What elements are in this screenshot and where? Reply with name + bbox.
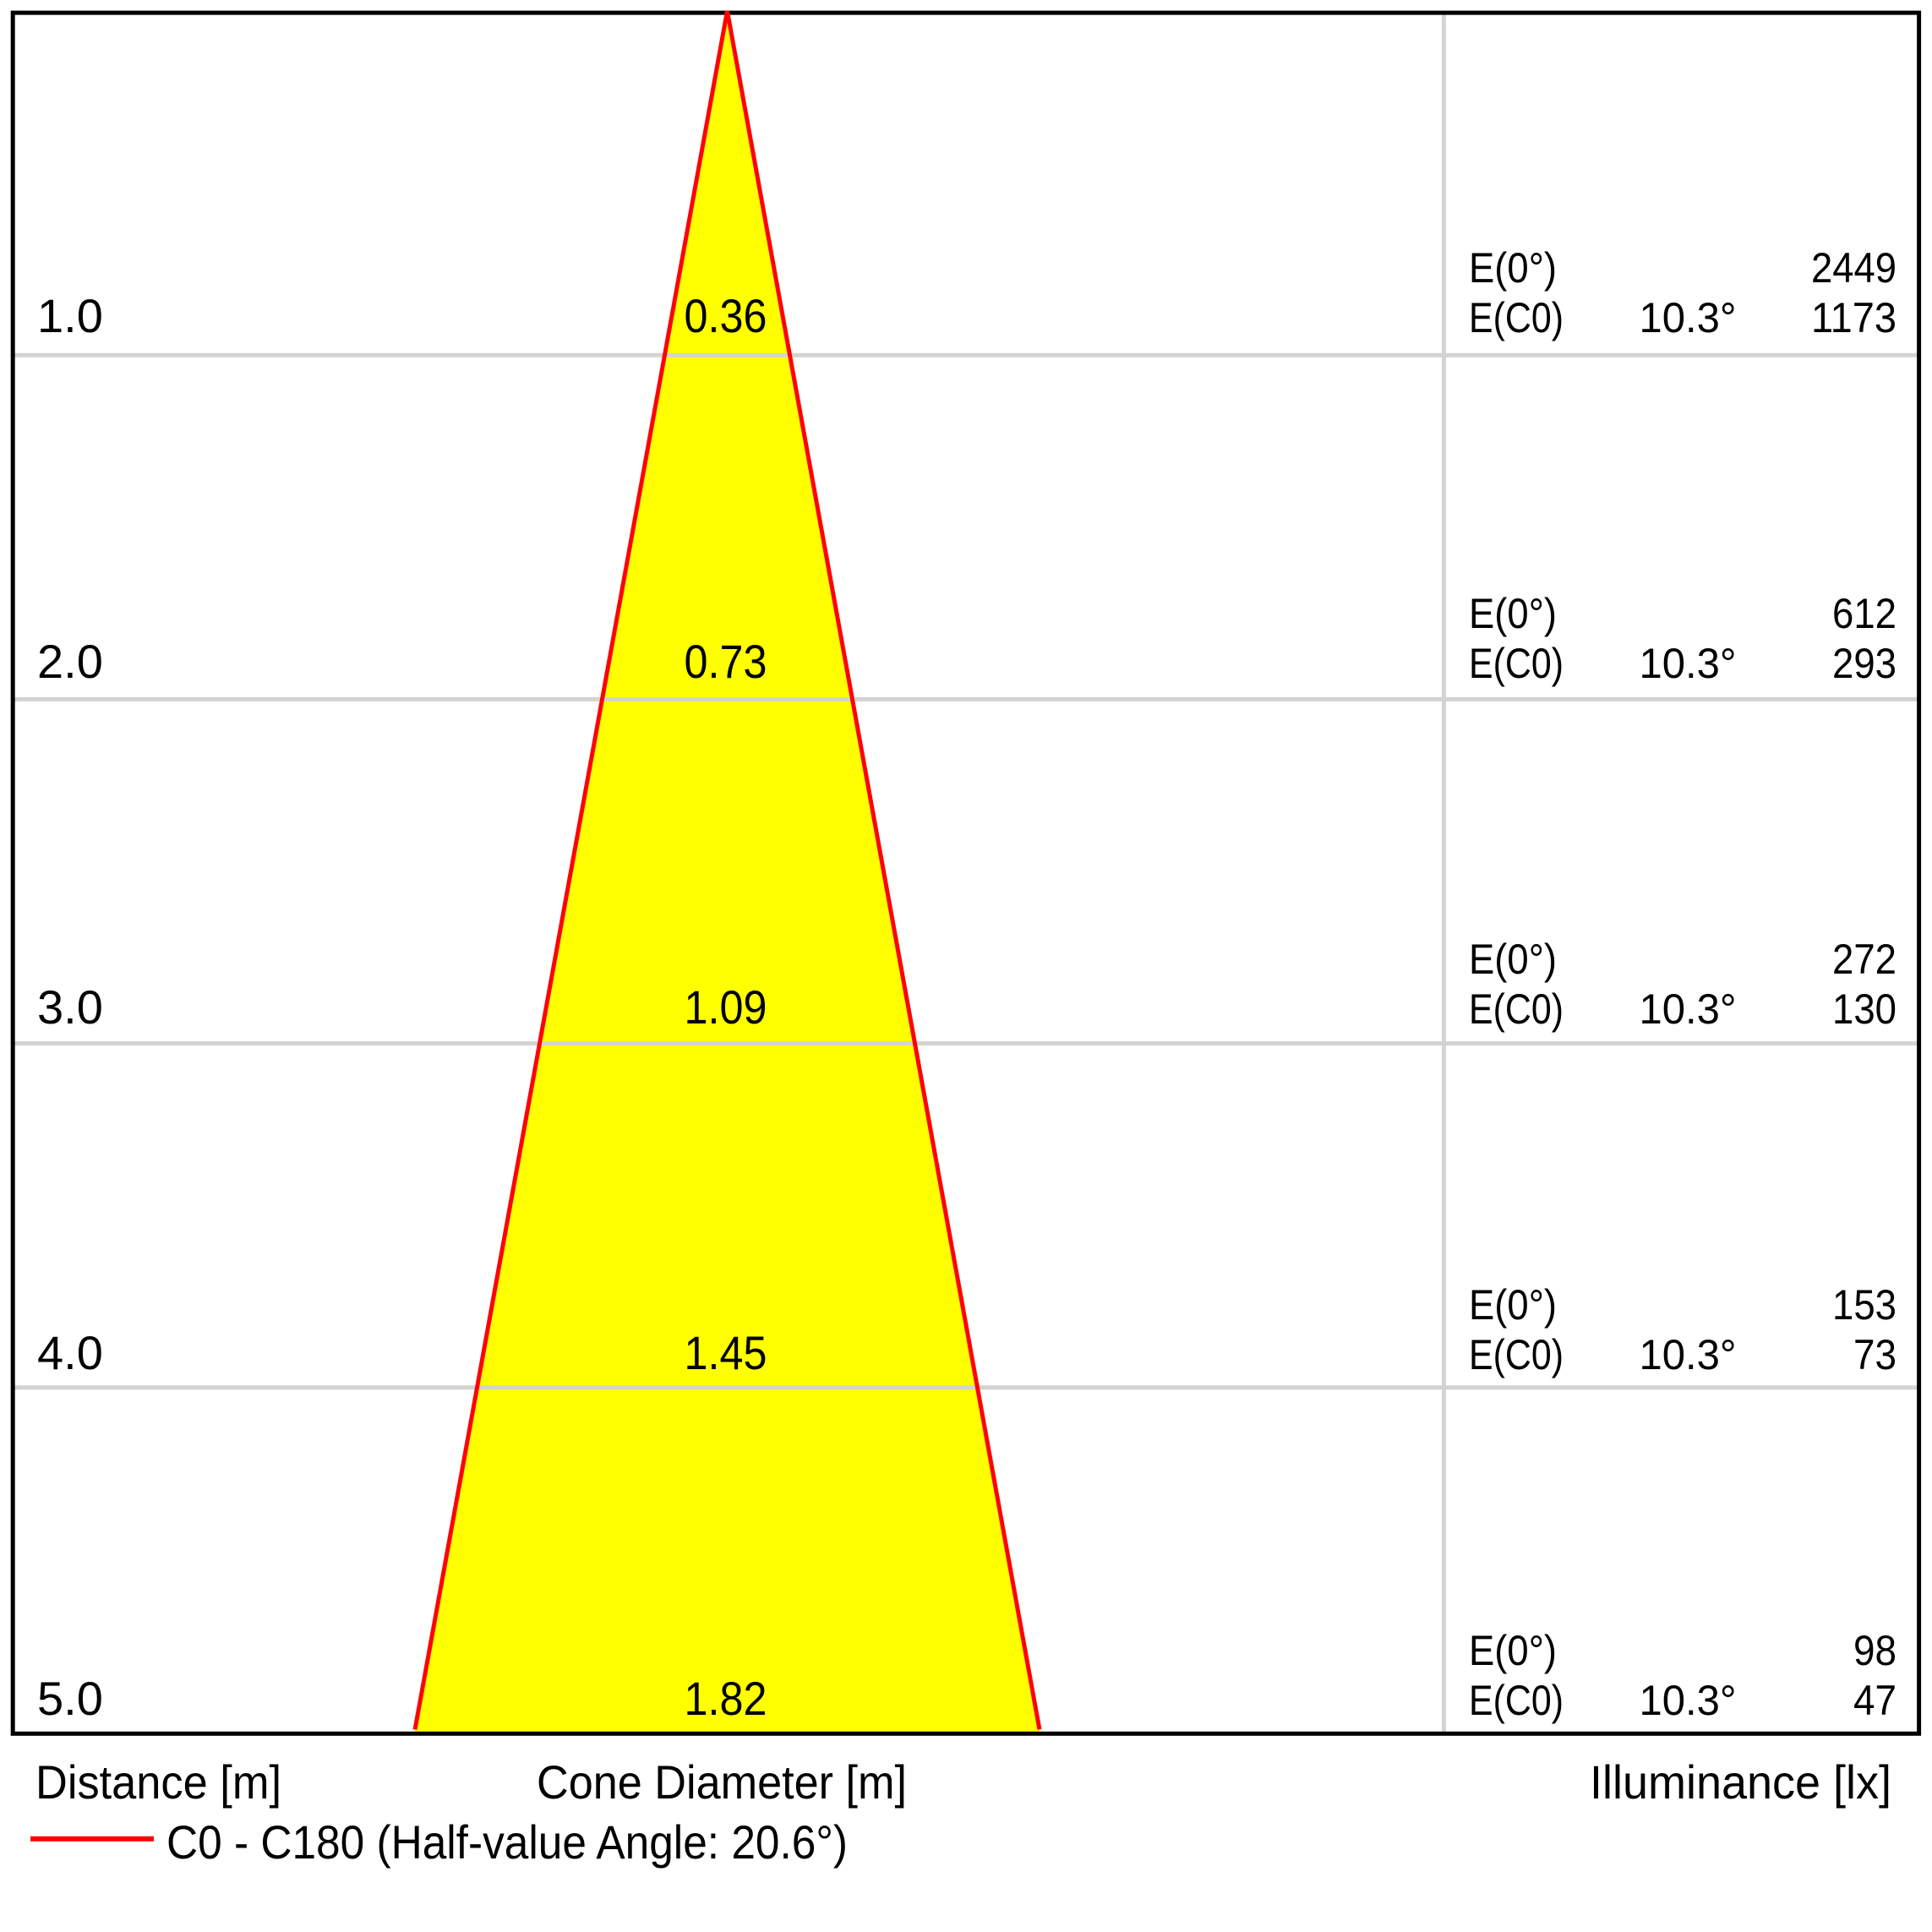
svg-text:1173: 1173 — [1811, 294, 1897, 341]
svg-text:E(C0): E(C0) — [1469, 1331, 1564, 1378]
svg-text:1.09: 1.09 — [685, 980, 767, 1034]
svg-text:10.3°: 10.3° — [1640, 640, 1737, 687]
svg-text:E(0°): E(0°) — [1469, 1281, 1557, 1329]
svg-text:3.0: 3.0 — [37, 980, 103, 1034]
svg-text:E(0°): E(0°) — [1469, 244, 1557, 292]
svg-text:5.0: 5.0 — [37, 1672, 103, 1725]
svg-text:Illuminance [lx]: Illuminance [lx] — [1590, 1755, 1891, 1809]
svg-text:612: 612 — [1832, 590, 1897, 637]
svg-text:Cone Diameter [m]: Cone Diameter [m] — [537, 1755, 907, 1809]
svg-text:130: 130 — [1832, 985, 1897, 1033]
svg-text:1.45: 1.45 — [685, 1326, 767, 1379]
svg-text:E(C0): E(C0) — [1469, 985, 1564, 1033]
svg-text:Distance [m]: Distance [m] — [35, 1755, 281, 1809]
svg-text:1.0: 1.0 — [37, 289, 103, 342]
svg-text:E(0°): E(0°) — [1469, 936, 1557, 983]
svg-text:73: 73 — [1853, 1331, 1897, 1378]
svg-text:2449: 2449 — [1811, 244, 1897, 292]
svg-text:C0 - C180 (Half-value Angle: 2: C0 - C180 (Half-value Angle: 20.6°) — [166, 1815, 848, 1869]
svg-text:10.3°: 10.3° — [1640, 1677, 1737, 1724]
svg-text:2.0: 2.0 — [37, 635, 103, 688]
svg-text:0.36: 0.36 — [685, 289, 767, 342]
svg-text:10.3°: 10.3° — [1640, 1331, 1737, 1378]
svg-text:E(0°): E(0°) — [1469, 1627, 1557, 1674]
svg-text:98: 98 — [1853, 1627, 1897, 1674]
svg-text:E(C0): E(C0) — [1469, 640, 1564, 687]
svg-text:272: 272 — [1832, 936, 1897, 983]
svg-text:10.3°: 10.3° — [1640, 985, 1737, 1033]
svg-text:293: 293 — [1832, 640, 1897, 687]
svg-text:E(C0): E(C0) — [1469, 1677, 1564, 1724]
svg-text:4.0: 4.0 — [37, 1326, 103, 1379]
svg-text:153: 153 — [1832, 1281, 1897, 1329]
svg-text:10.3°: 10.3° — [1640, 294, 1737, 341]
svg-text:1.82: 1.82 — [685, 1672, 767, 1725]
svg-text:E(0°): E(0°) — [1469, 590, 1557, 637]
svg-text:E(C0): E(C0) — [1469, 294, 1564, 341]
svg-text:47: 47 — [1853, 1677, 1897, 1724]
svg-text:0.73: 0.73 — [685, 635, 767, 688]
